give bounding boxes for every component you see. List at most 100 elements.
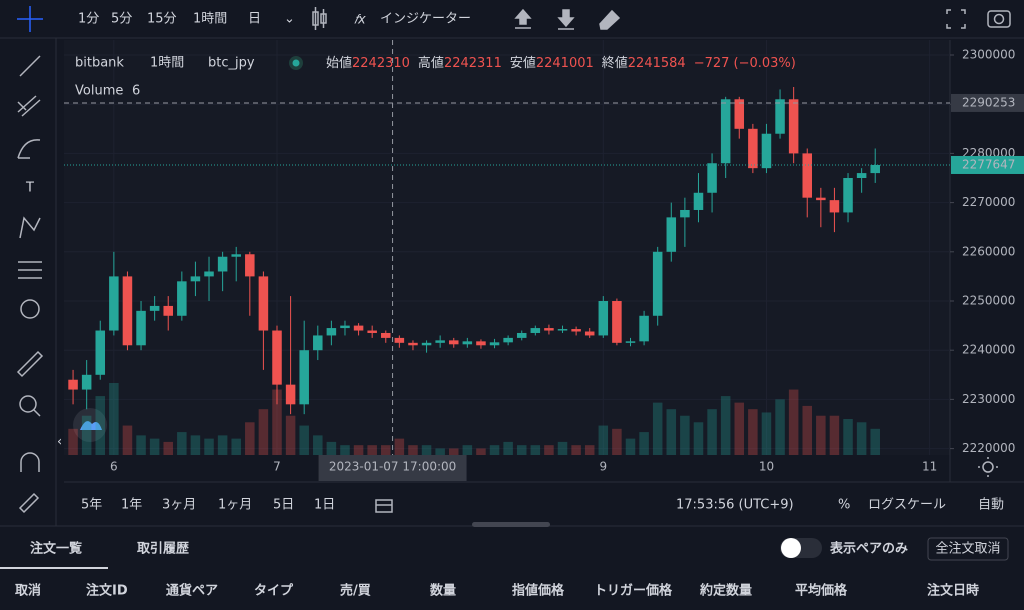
volume-bar bbox=[136, 435, 146, 455]
candle-body bbox=[81, 374, 92, 390]
volume-bar bbox=[231, 438, 241, 455]
ohlc-label: 終値 bbox=[602, 55, 628, 71]
upload-icon[interactable] bbox=[514, 8, 532, 29]
goto-date-icon[interactable] bbox=[375, 499, 393, 513]
volume-bar bbox=[435, 448, 445, 455]
interval-button[interactable]: 15分 bbox=[147, 12, 177, 27]
volume-bar bbox=[217, 435, 228, 455]
range-button[interactable]: 1日 bbox=[314, 498, 335, 513]
interval-button[interactable]: 日 bbox=[248, 12, 261, 27]
crosshair-tool[interactable] bbox=[17, 6, 43, 32]
collapse-arrow[interactable]: ‹ bbox=[57, 435, 62, 450]
y-tick-label: 2230000 bbox=[962, 392, 1015, 406]
y-tick-label: 2300000 bbox=[962, 48, 1015, 62]
volume-bar bbox=[775, 399, 785, 455]
candle-body bbox=[666, 217, 677, 252]
column-header: 数量 bbox=[429, 583, 456, 599]
candle-style-button[interactable] bbox=[312, 7, 327, 30]
column-header: 指値価格 bbox=[512, 583, 565, 599]
volume-bar bbox=[680, 415, 690, 455]
log-scale-toggle[interactable]: ログスケール bbox=[868, 498, 946, 513]
candle-body bbox=[720, 99, 731, 164]
ohlc-label: 安値 bbox=[510, 55, 536, 71]
fullscreen-icon[interactable] bbox=[946, 9, 966, 29]
download-icon[interactable] bbox=[557, 9, 575, 30]
eraser-icon[interactable] bbox=[599, 9, 621, 30]
candle-body bbox=[95, 330, 106, 375]
column-header: タイプ bbox=[254, 584, 294, 599]
volume-bar bbox=[829, 415, 840, 455]
cancel-all-label[interactable]: 全注文取消 bbox=[935, 542, 1000, 557]
volume-bar bbox=[421, 445, 432, 455]
volume-bar bbox=[503, 441, 513, 455]
volume-bar bbox=[625, 438, 636, 455]
interval-button[interactable]: 5分 bbox=[111, 12, 132, 27]
volume-bar bbox=[381, 445, 391, 455]
column-header: 取消 bbox=[15, 583, 41, 599]
symbol: btc_jpy bbox=[208, 56, 255, 71]
tab[interactable]: 注文一覧 bbox=[30, 541, 82, 557]
range-button[interactable]: 3ヶ月 bbox=[162, 498, 196, 513]
y-tick-label: 2260000 bbox=[962, 244, 1015, 258]
candle-body bbox=[435, 340, 445, 343]
interval-button[interactable]: 1分 bbox=[78, 12, 99, 27]
indicators-button[interactable]: インジケーター bbox=[380, 12, 471, 27]
volume-bar bbox=[639, 432, 649, 455]
candle-body bbox=[476, 341, 486, 346]
range-button[interactable]: 5日 bbox=[273, 498, 294, 513]
resize-handle[interactable] bbox=[472, 522, 550, 527]
tab[interactable]: 取引履歴 bbox=[137, 542, 189, 557]
dropdown-caret[interactable]: ⌄ bbox=[284, 12, 295, 27]
volume-bar bbox=[272, 389, 282, 455]
candle-body bbox=[693, 192, 704, 210]
x-tick-label: 11 bbox=[922, 460, 937, 474]
candle-body bbox=[707, 163, 717, 193]
interval-button[interactable]: 1時間 bbox=[193, 12, 227, 27]
candle-body bbox=[516, 332, 527, 338]
range-button[interactable]: 5年 bbox=[81, 498, 102, 513]
last-price-box bbox=[951, 155, 1024, 174]
clock: 17:53:56 (UTC+9) bbox=[676, 498, 794, 513]
range-button[interactable]: 1ヶ月 bbox=[218, 498, 252, 513]
auto-toggle[interactable]: 自動 bbox=[978, 498, 1004, 513]
crosshair-price-box bbox=[951, 93, 1024, 112]
screenshot-icon[interactable] bbox=[987, 10, 1011, 28]
drawing-tools[interactable]: T bbox=[16, 55, 44, 514]
volume-bar bbox=[788, 389, 799, 455]
theme-icon[interactable] bbox=[978, 457, 998, 477]
range-button[interactable]: 1年 bbox=[121, 498, 142, 513]
crosshair-price-label: 2290253 bbox=[962, 95, 1015, 109]
column-header: トリガー価格 bbox=[594, 583, 673, 599]
column-header: 売/買 bbox=[340, 583, 371, 599]
column-header: 平均価格 bbox=[795, 583, 848, 599]
ohlc-value: 2242311 bbox=[444, 56, 502, 71]
crosshair-time-box bbox=[318, 455, 467, 481]
candle-body bbox=[408, 342, 418, 346]
column-header: 注文日時 bbox=[927, 583, 979, 599]
candle-body bbox=[856, 173, 867, 179]
orders-panel bbox=[0, 526, 1024, 610]
volume-bar bbox=[516, 445, 527, 455]
volume-bar bbox=[870, 428, 880, 455]
volume-bar bbox=[707, 409, 717, 455]
toggle-knob[interactable] bbox=[781, 538, 801, 558]
volume-bar bbox=[285, 415, 296, 455]
candle-body bbox=[816, 197, 826, 201]
ohlc-value: 2242310 bbox=[352, 56, 410, 71]
status-dot-inner bbox=[292, 59, 300, 67]
dynamic-layer: 1分 5分 15分 1時間 日 インジケーター 2220000 2230000 2240000 2… bbox=[15, 12, 1024, 599]
text-tool[interactable]: T bbox=[25, 181, 34, 196]
volume-bar bbox=[761, 412, 772, 455]
cancel-all-button[interactable] bbox=[927, 537, 1009, 561]
percent-toggle[interactable]: % bbox=[838, 498, 850, 513]
volume-bar bbox=[177, 432, 187, 455]
ohlc-legend: 始値2242310 高値2242311 安値2241001 終値2241584 −727… bbox=[326, 55, 796, 71]
candle-body bbox=[217, 256, 228, 272]
fx-icon[interactable]: 𝑓x bbox=[354, 13, 366, 28]
volume-bar bbox=[340, 445, 350, 455]
exchange: bitbank bbox=[75, 56, 124, 71]
column-header: 約定数量 bbox=[699, 583, 752, 599]
plot-area bbox=[64, 40, 950, 455]
volume-bar bbox=[394, 438, 405, 455]
ohlc-label: 始値 bbox=[326, 55, 352, 71]
